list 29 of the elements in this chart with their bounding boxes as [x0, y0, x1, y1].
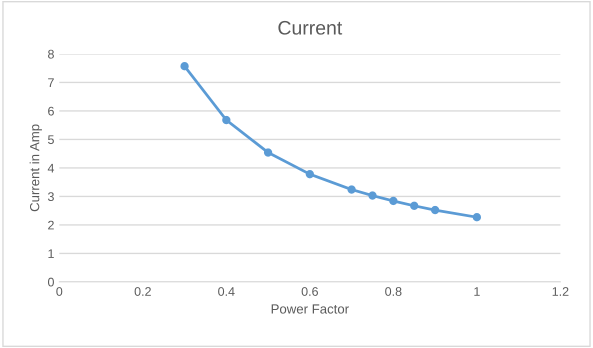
- point: [264, 148, 272, 157]
- point: [472, 213, 482, 222]
- y-tick-label: 8: [48, 50, 54, 59]
- y-tick-label: 1: [48, 249, 54, 258]
- point: [389, 196, 398, 206]
- point: [347, 185, 356, 194]
- x-tick-label: 0.6: [302, 287, 318, 296]
- x-axis-title: Power Factor: [272, 304, 349, 314]
- x-tick-label: 0.2: [134, 287, 151, 296]
- y-tick-label: 4: [48, 164, 54, 172]
- x-tick-label: 1.2: [552, 287, 568, 296]
- point: [368, 191, 377, 200]
- y-tick-label: 7: [48, 78, 54, 87]
- x-tick-label: 1: [474, 287, 480, 296]
- point: [222, 116, 230, 124]
- x-tick-label: 0: [56, 287, 62, 296]
- chart-title: Current: [278, 20, 342, 35]
- point: [430, 206, 440, 214]
- point: [410, 202, 418, 210]
- x-tick-label: 0.8: [385, 287, 402, 296]
- y-tick-label: 2: [48, 220, 54, 230]
- point: [180, 62, 189, 70]
- y-tick-label: 5: [48, 135, 54, 144]
- point: [306, 170, 314, 178]
- y-tick-label: 0: [48, 278, 54, 287]
- y-axis-title: Current in Amp: [30, 124, 42, 212]
- x-tick-label: 0.4: [218, 287, 235, 296]
- y-tick-label: 3: [48, 192, 54, 202]
- y-tick-label: 6: [48, 106, 54, 116]
